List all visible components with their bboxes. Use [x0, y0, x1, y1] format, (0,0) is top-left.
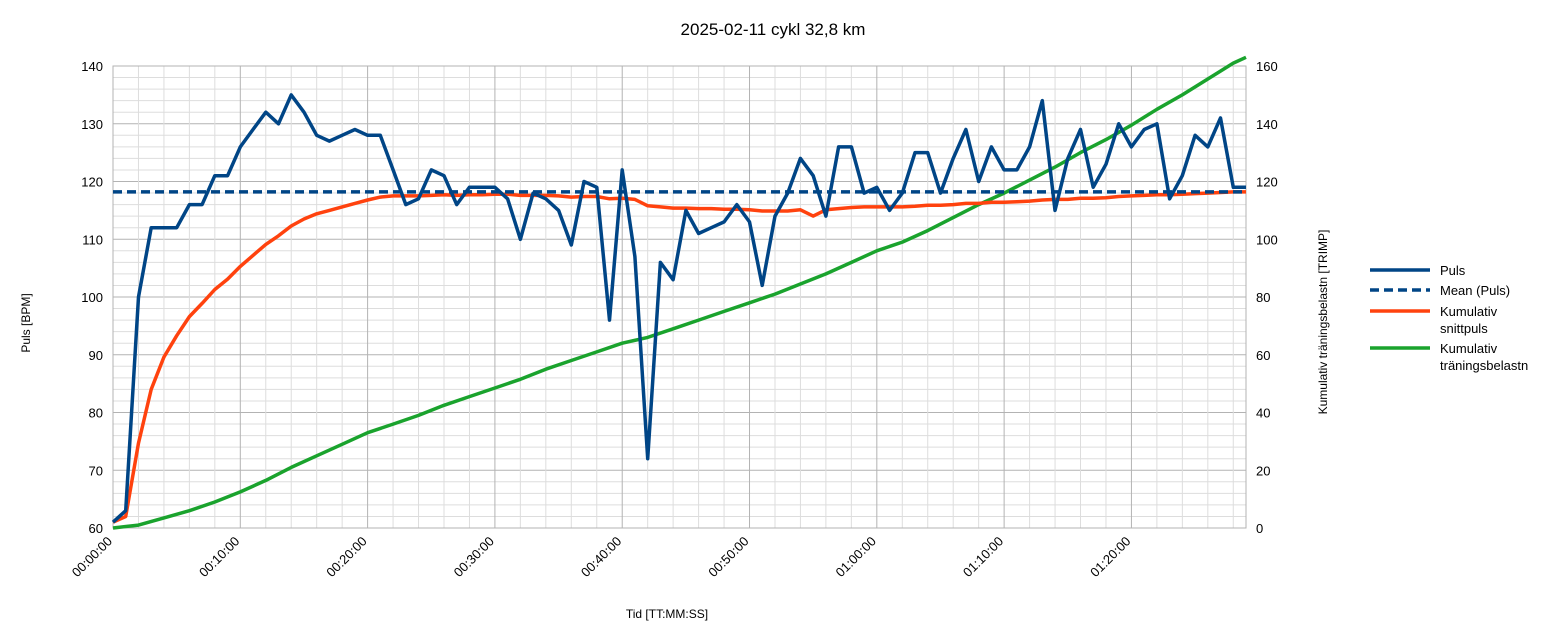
y2-tick-label: 120	[1256, 175, 1278, 190]
series-group	[111, 55, 1247, 530]
y-axis-ticks: 60 70 80 90 100 110 120 130 140	[81, 59, 103, 536]
y-tick-label: 90	[89, 348, 103, 363]
y2-axis-ticks: 0 20 40 60 80 100 120 140 160	[1256, 59, 1278, 536]
x-tick-label: 01:10:00	[960, 534, 1006, 580]
y2-tick-label: 100	[1256, 232, 1278, 247]
x-tick-label: 00:50:00	[705, 534, 751, 580]
plot-frame	[112, 65, 1247, 529]
legend-label: Puls	[1440, 263, 1466, 278]
x-axis-ticks: 00:00:00 00:10:00 00:20:00 00:30:00 00:40:00…	[69, 534, 1134, 580]
y2-axis-label: Kumulativ träningsbelastn [TRIMP]	[1316, 230, 1330, 415]
legend-label: Kumulativ snittpuls	[1440, 304, 1498, 336]
chart-title: 2025-02-11 cykl 32,8 km	[681, 20, 866, 39]
x-tick-label: 00:00:00	[69, 534, 115, 580]
legend: Puls Mean (Puls) Kumulativ snittpuls Kumulat…	[1370, 263, 1528, 373]
y-tick-label: 60	[89, 521, 103, 536]
legend-label: Kumulativ träningsbelastn	[1440, 341, 1528, 373]
legend-label: Mean (Puls)	[1440, 283, 1510, 298]
y-tick-label: 70	[89, 463, 103, 478]
y-tick-label: 100	[81, 290, 103, 305]
x-tick-label: 01:00:00	[833, 534, 879, 580]
y2-tick-label: 160	[1256, 59, 1278, 74]
x-tick-label: 00:40:00	[578, 534, 624, 580]
x-axis-label: Tid [TT:MM:SS]	[626, 607, 708, 621]
series-line-kumulativ-tr-ningsbelastn	[112, 55, 1247, 530]
y2-tick-label: 80	[1256, 290, 1270, 305]
y-tick-label: 130	[81, 117, 103, 132]
y-tick-label: 120	[81, 175, 103, 190]
y-axis-label: Puls [BPM]	[19, 293, 33, 352]
y-tick-label: 80	[89, 406, 103, 421]
y-tick-label: 110	[82, 232, 103, 247]
x-tick-label: 00:30:00	[451, 534, 497, 580]
y2-tick-label: 20	[1256, 463, 1270, 478]
x-tick-label: 01:20:00	[1087, 534, 1133, 580]
y2-tick-label: 60	[1256, 348, 1270, 363]
series-line-puls	[111, 93, 1246, 524]
y2-tick-label: 40	[1256, 406, 1270, 421]
y2-tick-label: 0	[1256, 521, 1263, 536]
y-tick-label: 140	[81, 59, 103, 74]
x-tick-label: 00:10:00	[196, 534, 242, 580]
x-tick-label: 00:20:00	[323, 534, 369, 580]
y2-tick-label: 140	[1256, 117, 1278, 132]
